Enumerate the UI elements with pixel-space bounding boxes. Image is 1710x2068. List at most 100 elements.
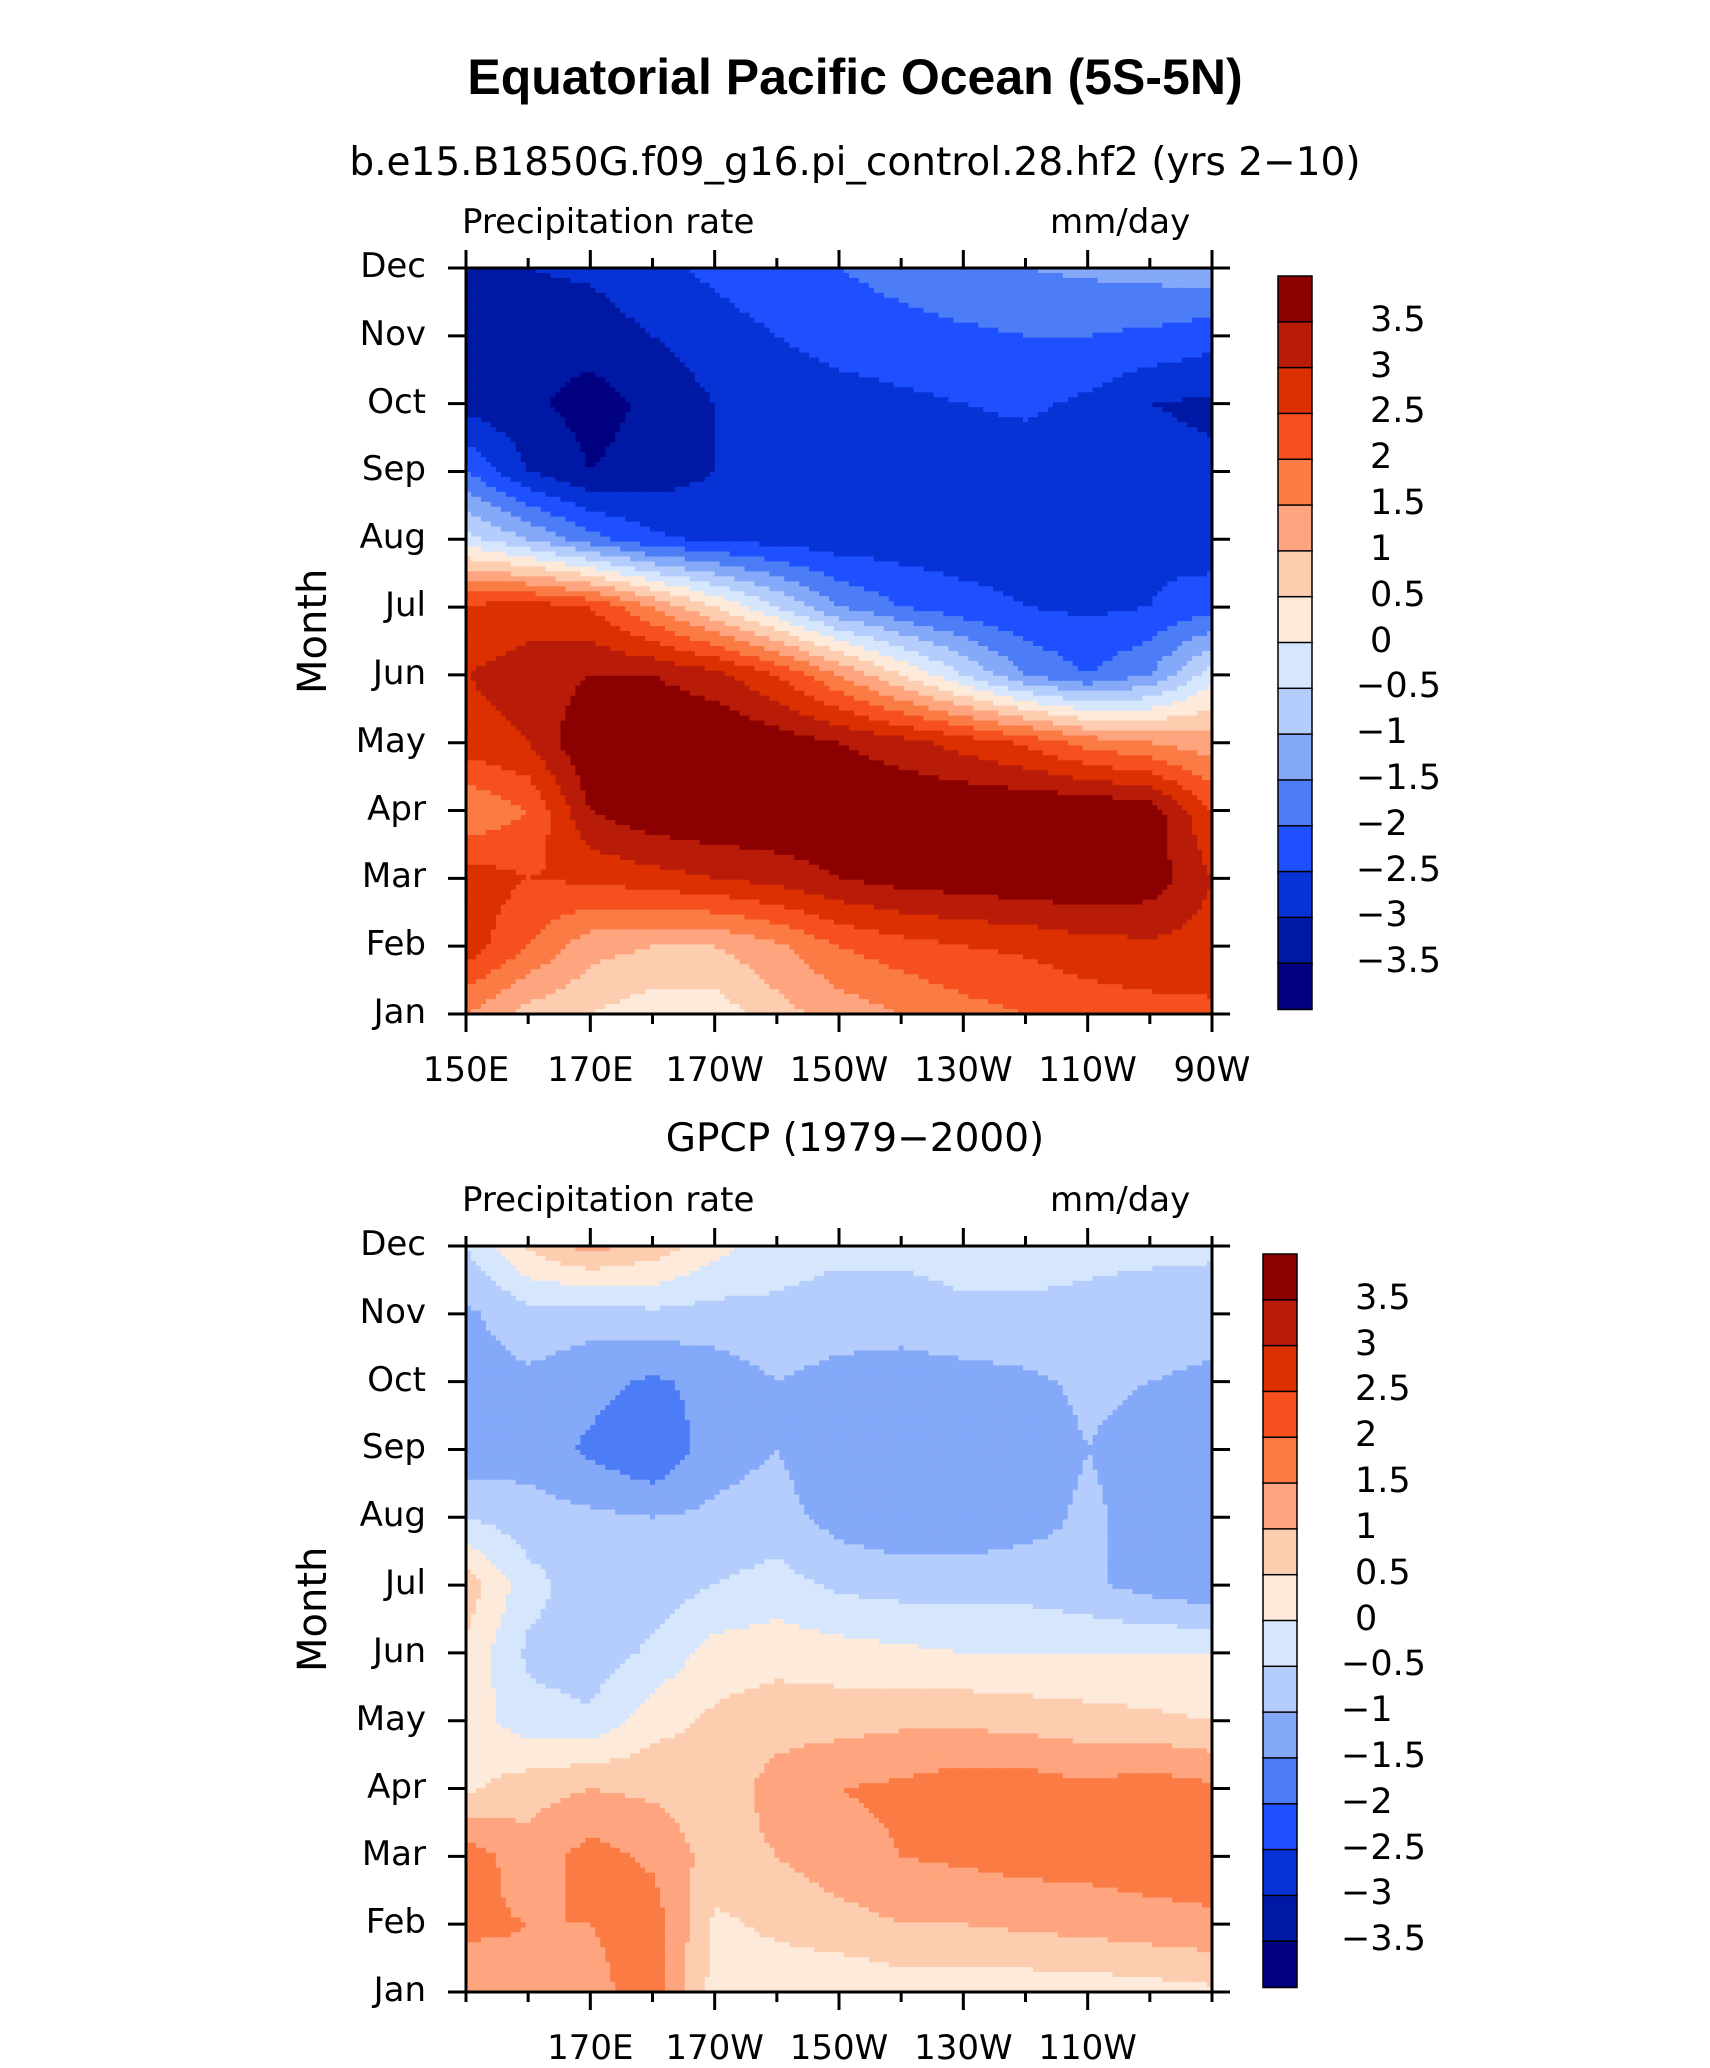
contour-cell (690, 313, 696, 319)
contour-cell (1033, 313, 1039, 319)
contour-cell (759, 392, 765, 398)
contour-cell (933, 333, 939, 339)
contour-cell (670, 362, 676, 368)
contour-cell (1043, 358, 1049, 364)
contour-cell (745, 333, 751, 339)
panel1-subtitle: b.e15.B1850G.f09_g16.pi_control.28.hf2 (… (0, 140, 1710, 185)
contour-cell (919, 397, 925, 403)
contour-cell (560, 377, 566, 383)
contour-cell (541, 308, 547, 314)
contour-cell (735, 328, 741, 334)
contour-cell (849, 377, 855, 383)
contour-cell (546, 323, 552, 329)
contour-cell (710, 353, 716, 359)
contour-cell (715, 367, 721, 373)
contour-cell (590, 283, 596, 289)
contour-cell (914, 417, 920, 423)
contour-cell (481, 338, 487, 344)
contour-cell (993, 308, 999, 314)
contour-cell (769, 372, 775, 378)
contour-cell (1093, 278, 1099, 284)
contour-cell (700, 323, 706, 329)
contour-cell (1063, 402, 1069, 408)
contour-cell (804, 387, 810, 393)
contour-cell (774, 343, 780, 349)
contour-cell (690, 293, 696, 299)
contour-cell (1088, 278, 1094, 284)
contour-cell (1103, 283, 1109, 289)
contour-cell (471, 293, 477, 299)
contour-cell (854, 407, 860, 413)
contour-cell (670, 397, 676, 403)
contour-cell (685, 358, 691, 364)
contour-cell (536, 362, 542, 368)
contour-cell (1098, 362, 1104, 368)
contour-cell (620, 293, 626, 299)
contour-cell (784, 382, 790, 388)
contour-cell (924, 288, 930, 294)
contour-cell (953, 273, 959, 279)
contour-cell (565, 278, 571, 284)
contour-cell (710, 392, 716, 398)
contour-cell (481, 328, 487, 334)
contour-cell (491, 278, 497, 284)
contour-cell (884, 348, 890, 354)
contour-cell (725, 353, 731, 359)
contour-cell (1113, 372, 1119, 378)
contour-cell (988, 417, 994, 423)
contour-cell (1013, 387, 1019, 393)
contour-cell (715, 343, 721, 349)
contour-cell (1142, 348, 1148, 354)
contour-cell (730, 377, 736, 383)
contour-cell (1003, 407, 1009, 413)
contour-cell (1147, 328, 1153, 334)
contour-cell (541, 432, 547, 438)
contour-cell (655, 407, 661, 413)
contour-cell (590, 323, 596, 329)
contour-cell (769, 422, 775, 428)
contour-cell (556, 333, 562, 339)
contour-cell (978, 278, 984, 284)
contour-cell (1023, 288, 1029, 294)
contour-cell (715, 422, 721, 428)
contour-cell (933, 288, 939, 294)
contour-cell (650, 392, 656, 398)
contour-cell (600, 353, 606, 359)
contour-cell (630, 293, 636, 299)
contour-cell (615, 417, 621, 423)
contour-cell (909, 397, 915, 403)
contour-cell (1058, 298, 1064, 304)
contour-cell (575, 298, 581, 304)
contour-cell (645, 417, 651, 423)
contour-cell (580, 358, 586, 364)
contour-cell (655, 367, 661, 373)
contour-cell (471, 298, 477, 304)
contour-cell (675, 382, 681, 388)
contour-cell (1192, 328, 1198, 334)
contour-cell (580, 353, 586, 359)
contour-cell (1142, 353, 1148, 359)
contour-cell (1018, 367, 1024, 373)
contour-cell (784, 392, 790, 398)
contour-cell (700, 293, 706, 299)
contour-cell (819, 338, 825, 344)
contour-cell (690, 372, 696, 378)
contour-cell (894, 362, 900, 368)
contour-cell (516, 318, 522, 324)
contour-cell (968, 367, 974, 373)
contour-cell (1023, 293, 1029, 299)
contour-cell (585, 358, 591, 364)
contour-cell (675, 422, 681, 428)
contour-cell (1058, 303, 1064, 309)
contour-cell (735, 377, 741, 383)
x-tick-label: 150E (406, 1050, 526, 1090)
contour-cell (829, 313, 835, 319)
contour-cell (938, 407, 944, 413)
contour-cell (715, 397, 721, 403)
contour-cell (749, 417, 755, 423)
contour-cell (585, 387, 591, 393)
contour-cell (531, 318, 537, 324)
contour-cell (983, 402, 989, 408)
contour-cell (710, 333, 716, 339)
contour-cell (1142, 362, 1148, 368)
